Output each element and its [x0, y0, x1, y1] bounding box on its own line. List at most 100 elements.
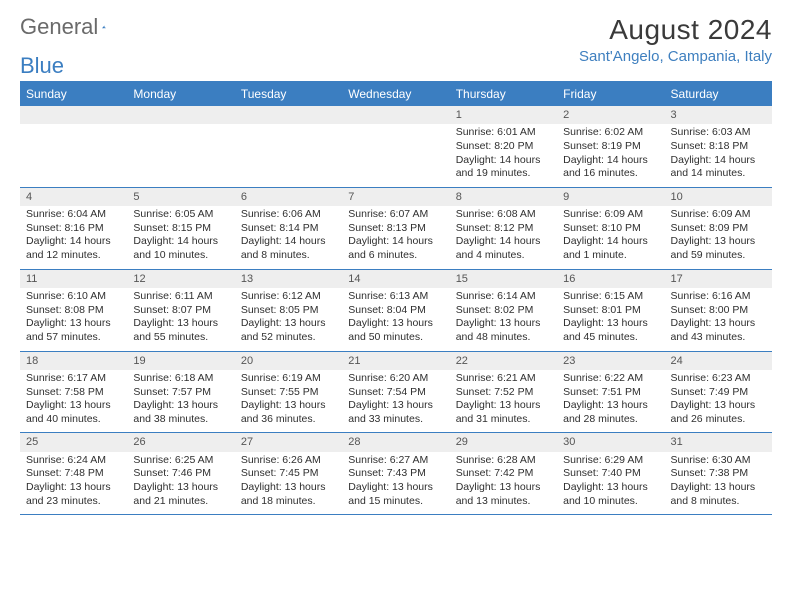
calendar-cell: 20Sunrise: 6:19 AMSunset: 7:55 PMDayligh… — [235, 351, 342, 433]
calendar-cell: 22Sunrise: 6:21 AMSunset: 7:52 PMDayligh… — [450, 351, 557, 433]
daylight-text: Daylight: 13 hours and 55 minutes. — [133, 317, 228, 344]
weekday-header: Thursday — [450, 82, 557, 106]
day-number — [127, 106, 234, 124]
calendar-cell — [127, 106, 234, 188]
day-number: 21 — [342, 352, 449, 370]
sunrise-text: Sunrise: 6:19 AM — [241, 372, 336, 386]
day-number: 7 — [342, 188, 449, 206]
day-body: Sunrise: 6:28 AMSunset: 7:42 PMDaylight:… — [450, 452, 557, 515]
sunrise-text: Sunrise: 6:04 AM — [26, 208, 121, 222]
day-body: Sunrise: 6:01 AMSunset: 8:20 PMDaylight:… — [450, 124, 557, 187]
daylight-text: Daylight: 13 hours and 31 minutes. — [456, 399, 551, 426]
sunset-text: Sunset: 7:38 PM — [671, 467, 766, 481]
sunrise-text: Sunrise: 6:23 AM — [671, 372, 766, 386]
sunrise-text: Sunrise: 6:11 AM — [133, 290, 228, 304]
weekday-header: Saturday — [665, 82, 772, 106]
sunset-text: Sunset: 7:48 PM — [26, 467, 121, 481]
day-number: 5 — [127, 188, 234, 206]
daylight-text: Daylight: 14 hours and 8 minutes. — [241, 235, 336, 262]
sunset-text: Sunset: 7:40 PM — [563, 467, 658, 481]
daylight-text: Daylight: 13 hours and 48 minutes. — [456, 317, 551, 344]
calendar-row: 18Sunrise: 6:17 AMSunset: 7:58 PMDayligh… — [20, 351, 772, 433]
calendar-cell: 6Sunrise: 6:06 AMSunset: 8:14 PMDaylight… — [235, 187, 342, 269]
daylight-text: Daylight: 13 hours and 28 minutes. — [563, 399, 658, 426]
daylight-text: Daylight: 13 hours and 33 minutes. — [348, 399, 443, 426]
sunrise-text: Sunrise: 6:14 AM — [456, 290, 551, 304]
brand-part2: Blue — [20, 53, 772, 79]
calendar-table: SundayMondayTuesdayWednesdayThursdayFrid… — [20, 81, 772, 515]
sunset-text: Sunset: 7:45 PM — [241, 467, 336, 481]
weekday-header: Wednesday — [342, 82, 449, 106]
day-body: Sunrise: 6:29 AMSunset: 7:40 PMDaylight:… — [557, 452, 664, 515]
sunset-text: Sunset: 8:07 PM — [133, 304, 228, 318]
calendar-cell: 8Sunrise: 6:08 AMSunset: 8:12 PMDaylight… — [450, 187, 557, 269]
sunset-text: Sunset: 8:16 PM — [26, 222, 121, 236]
day-body: Sunrise: 6:25 AMSunset: 7:46 PMDaylight:… — [127, 452, 234, 515]
sunset-text: Sunset: 8:09 PM — [671, 222, 766, 236]
sunrise-text: Sunrise: 6:22 AM — [563, 372, 658, 386]
sunset-text: Sunset: 8:04 PM — [348, 304, 443, 318]
calendar-cell: 14Sunrise: 6:13 AMSunset: 8:04 PMDayligh… — [342, 269, 449, 351]
daylight-text: Daylight: 13 hours and 18 minutes. — [241, 481, 336, 508]
daylight-text: Daylight: 14 hours and 16 minutes. — [563, 154, 658, 181]
daylight-text: Daylight: 14 hours and 4 minutes. — [456, 235, 551, 262]
day-number — [342, 106, 449, 124]
sunset-text: Sunset: 8:10 PM — [563, 222, 658, 236]
day-number: 19 — [127, 352, 234, 370]
day-body: Sunrise: 6:02 AMSunset: 8:19 PMDaylight:… — [557, 124, 664, 187]
sunrise-text: Sunrise: 6:02 AM — [563, 126, 658, 140]
weekday-header: Tuesday — [235, 82, 342, 106]
day-number: 17 — [665, 270, 772, 288]
sunrise-text: Sunrise: 6:29 AM — [563, 454, 658, 468]
daylight-text: Daylight: 14 hours and 10 minutes. — [133, 235, 228, 262]
daylight-text: Daylight: 13 hours and 13 minutes. — [456, 481, 551, 508]
daylight-text: Daylight: 13 hours and 38 minutes. — [133, 399, 228, 426]
calendar-cell: 27Sunrise: 6:26 AMSunset: 7:45 PMDayligh… — [235, 433, 342, 515]
sunset-text: Sunset: 8:12 PM — [456, 222, 551, 236]
day-number: 13 — [235, 270, 342, 288]
day-body: Sunrise: 6:30 AMSunset: 7:38 PMDaylight:… — [665, 452, 772, 515]
sunrise-text: Sunrise: 6:15 AM — [563, 290, 658, 304]
sunset-text: Sunset: 8:13 PM — [348, 222, 443, 236]
day-number: 15 — [450, 270, 557, 288]
calendar-cell: 5Sunrise: 6:05 AMSunset: 8:15 PMDaylight… — [127, 187, 234, 269]
sunset-text: Sunset: 8:20 PM — [456, 140, 551, 154]
calendar-cell: 12Sunrise: 6:11 AMSunset: 8:07 PMDayligh… — [127, 269, 234, 351]
sunrise-text: Sunrise: 6:01 AM — [456, 126, 551, 140]
daylight-text: Daylight: 14 hours and 1 minute. — [563, 235, 658, 262]
weekday-header: Friday — [557, 82, 664, 106]
sail-icon — [102, 18, 106, 36]
sunset-text: Sunset: 7:51 PM — [563, 386, 658, 400]
day-body: Sunrise: 6:27 AMSunset: 7:43 PMDaylight:… — [342, 452, 449, 515]
day-number: 8 — [450, 188, 557, 206]
brand-part1: General — [20, 14, 98, 40]
day-body: Sunrise: 6:04 AMSunset: 8:16 PMDaylight:… — [20, 206, 127, 269]
day-number: 28 — [342, 433, 449, 451]
calendar-cell: 7Sunrise: 6:07 AMSunset: 8:13 PMDaylight… — [342, 187, 449, 269]
day-number: 25 — [20, 433, 127, 451]
calendar-cell: 26Sunrise: 6:25 AMSunset: 7:46 PMDayligh… — [127, 433, 234, 515]
calendar-cell: 21Sunrise: 6:20 AMSunset: 7:54 PMDayligh… — [342, 351, 449, 433]
day-number: 18 — [20, 352, 127, 370]
sunset-text: Sunset: 7:54 PM — [348, 386, 443, 400]
day-number — [235, 106, 342, 124]
day-body: Sunrise: 6:03 AMSunset: 8:18 PMDaylight:… — [665, 124, 772, 187]
calendar-cell: 16Sunrise: 6:15 AMSunset: 8:01 PMDayligh… — [557, 269, 664, 351]
sunset-text: Sunset: 8:18 PM — [671, 140, 766, 154]
day-body: Sunrise: 6:12 AMSunset: 8:05 PMDaylight:… — [235, 288, 342, 351]
day-number: 22 — [450, 352, 557, 370]
daylight-text: Daylight: 13 hours and 8 minutes. — [671, 481, 766, 508]
day-number: 9 — [557, 188, 664, 206]
day-body: Sunrise: 6:13 AMSunset: 8:04 PMDaylight:… — [342, 288, 449, 351]
sunrise-text: Sunrise: 6:20 AM — [348, 372, 443, 386]
day-body: Sunrise: 6:15 AMSunset: 8:01 PMDaylight:… — [557, 288, 664, 351]
sunrise-text: Sunrise: 6:09 AM — [671, 208, 766, 222]
calendar-head: SundayMondayTuesdayWednesdayThursdayFrid… — [20, 82, 772, 106]
day-body: Sunrise: 6:20 AMSunset: 7:54 PMDaylight:… — [342, 370, 449, 433]
calendar-row: 4Sunrise: 6:04 AMSunset: 8:16 PMDaylight… — [20, 187, 772, 269]
sunrise-text: Sunrise: 6:28 AM — [456, 454, 551, 468]
calendar-cell: 11Sunrise: 6:10 AMSunset: 8:08 PMDayligh… — [20, 269, 127, 351]
day-number: 2 — [557, 106, 664, 124]
sunrise-text: Sunrise: 6:25 AM — [133, 454, 228, 468]
calendar-cell: 25Sunrise: 6:24 AMSunset: 7:48 PMDayligh… — [20, 433, 127, 515]
